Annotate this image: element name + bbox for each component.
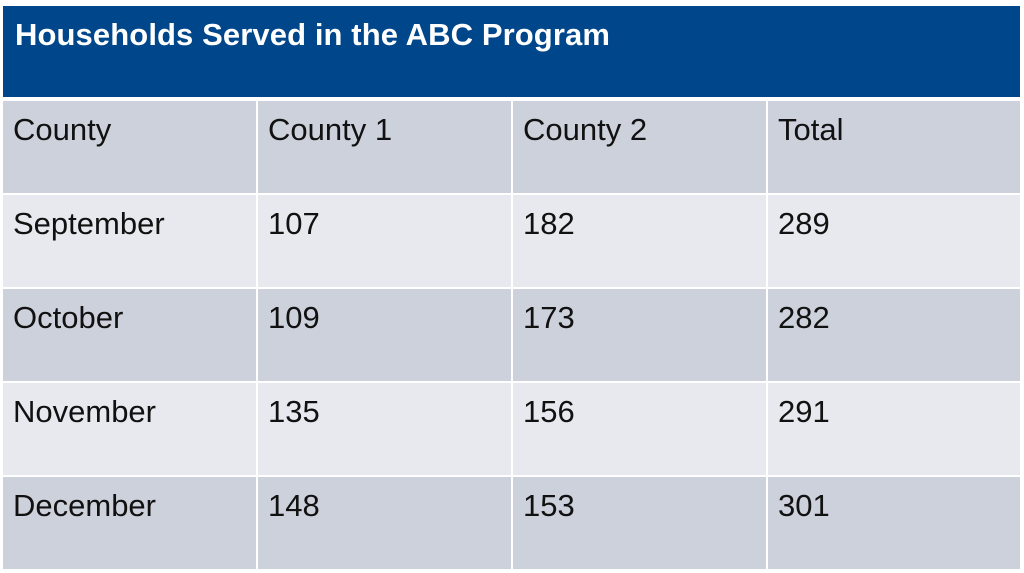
cell-county-1: 107 (258, 195, 511, 287)
cell-total: 291 (768, 383, 1020, 475)
row-label: September (3, 195, 256, 287)
table-title: Households Served in the ABC Program (3, 6, 1020, 97)
cell-county-2: 182 (513, 195, 766, 287)
row-label: October (3, 289, 256, 381)
data-table: County County 1 County 2 Total September… (3, 101, 1020, 569)
row-label: December (3, 477, 256, 569)
header-cell-county: County (3, 101, 256, 193)
cell-total: 282 (768, 289, 1020, 381)
cell-county-1: 135 (258, 383, 511, 475)
header-cell-county-2: County 2 (513, 101, 766, 193)
cell-county-2: 153 (513, 477, 766, 569)
cell-county-1: 109 (258, 289, 511, 381)
row-label: November (3, 383, 256, 475)
cell-county-2: 156 (513, 383, 766, 475)
cell-county-2: 173 (513, 289, 766, 381)
cell-total: 289 (768, 195, 1020, 287)
cell-county-1: 148 (258, 477, 511, 569)
cell-total: 301 (768, 477, 1020, 569)
header-cell-county-1: County 1 (258, 101, 511, 193)
header-cell-total: Total (768, 101, 1020, 193)
